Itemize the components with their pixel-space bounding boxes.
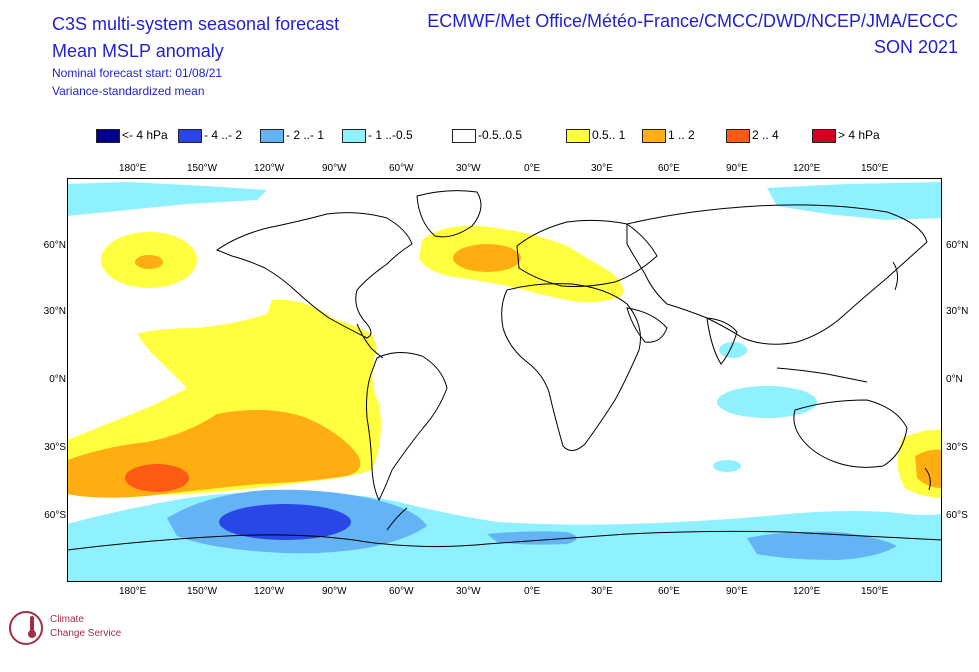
longitude-label: 180°E — [119, 163, 147, 174]
legend-label: - 4 ..- 2 — [204, 128, 243, 142]
longitude-label: 180°E — [119, 586, 147, 597]
indonesia — [776, 367, 868, 383]
longitude-label: 90°W — [322, 586, 347, 597]
anomaly-region-north-pacific-core — [135, 255, 163, 269]
longitude-label: 30°E — [591, 163, 613, 174]
longitude-label: 90°E — [726, 163, 748, 174]
longitude-label: 120°E — [793, 586, 821, 597]
legend-label: - 1 ..-0.5 — [368, 128, 413, 142]
latitude-label: 0°N — [49, 374, 66, 385]
new-zealand — [924, 467, 931, 491]
legend-swatch — [812, 129, 836, 143]
longitude-label: 30°W — [456, 586, 481, 597]
africa — [501, 283, 641, 451]
japan — [892, 261, 899, 291]
anomaly-region-amundsen-core — [219, 504, 351, 540]
legend-swatch — [342, 129, 366, 143]
greenland — [416, 190, 482, 238]
copernicus-logo: Climate Change Service — [8, 606, 121, 657]
legend-label: -0.5..0.5 — [478, 128, 523, 142]
europe — [516, 219, 658, 287]
legend-swatch — [642, 129, 666, 143]
longitude-label: 90°W — [322, 163, 347, 174]
coastlines — [67, 190, 942, 551]
latitude-label: 30°S — [44, 442, 66, 453]
longitude-label: 150°W — [187, 163, 218, 174]
anomaly-shading — [67, 182, 942, 582]
forecast-start-label: Nominal forecast start: 01/08/21 — [52, 66, 223, 80]
anomaly-region-arctic-east — [767, 182, 942, 220]
longitude-label: 90°E — [726, 586, 748, 597]
longitude-label: 30°W — [456, 163, 481, 174]
south-america — [366, 352, 448, 502]
anomaly-region-south-atlantic — [713, 460, 741, 472]
legend-swatch — [566, 129, 590, 143]
longitude-label: 60°W — [389, 586, 414, 597]
legend-swatch — [96, 129, 120, 143]
season-label: SON 2021 — [873, 37, 958, 57]
antarctica — [67, 530, 942, 551]
latitude-label: 30°N — [946, 306, 969, 317]
map-title: C3S multi-system seasonal forecast — [52, 14, 340, 34]
australia — [793, 399, 908, 468]
anomaly-region-south-pacific-core — [125, 464, 189, 492]
latitude-label: 30°S — [946, 442, 968, 453]
anomaly-map — [67, 178, 942, 582]
longitude-label: 0°E — [524, 163, 541, 174]
longitude-label: 120°E — [793, 163, 821, 174]
arabia — [626, 307, 668, 343]
anomaly-region-arctic-west — [67, 182, 267, 216]
logo-line2: Change Service — [50, 628, 122, 639]
anomaly-region-north-atlantic-core — [453, 244, 521, 272]
longitude-label: 150°E — [861, 163, 889, 174]
legend-swatch — [726, 129, 750, 143]
longitude-label: 0°E — [524, 586, 541, 597]
logo-line1: Climate — [50, 614, 84, 625]
legend-label: <- 4 hPa — [122, 128, 168, 142]
map-subtitle: Mean MSLP anomaly — [52, 41, 224, 61]
longitude-label: 120°W — [254, 163, 285, 174]
legend-swatch — [452, 129, 476, 143]
longitude-label: 60°E — [658, 163, 680, 174]
legend-label: 0.5.. 1 — [592, 128, 626, 142]
map-border — [67, 178, 942, 582]
anomaly-region-atlantic-southern — [487, 531, 577, 545]
longitude-label: 60°E — [658, 586, 680, 597]
legend-swatch — [260, 129, 284, 143]
legend-label: - 2 ..- 1 — [286, 128, 325, 142]
latitude-label: 60°S — [44, 510, 66, 521]
longitude-label: 60°W — [389, 163, 414, 174]
anomaly-region-tasman-core — [915, 449, 942, 488]
latitude-label: 0°N — [946, 374, 963, 385]
legend-label: 2 .. 4 — [752, 128, 779, 142]
longitude-label: 150°W — [187, 586, 218, 597]
latitude-label: 30°N — [43, 306, 66, 317]
anomaly-region-bay-bengal — [719, 342, 747, 358]
legend-swatch — [178, 129, 202, 143]
centres-label: ECMWF/Met Office/Météo-France/CMCC/DWD/N… — [427, 11, 958, 31]
latitude-label: 60°N — [43, 240, 66, 251]
latitude-label: 60°S — [946, 510, 968, 521]
longitude-label: 150°E — [861, 586, 889, 597]
north-america — [215, 212, 413, 339]
longitude-label: 120°W — [254, 586, 285, 597]
india — [706, 317, 738, 365]
antarctic-peninsula — [386, 507, 408, 531]
legend-label: > 4 hPa — [838, 128, 880, 142]
central-america — [356, 323, 384, 359]
anomaly-region-north-atlantic — [419, 225, 623, 303]
latitude-label: 60°N — [946, 240, 969, 251]
mean-type-label: Variance-standardized mean — [52, 84, 205, 98]
anomaly-region-indian-ocean — [717, 386, 817, 418]
anomaly-region-indian-southern — [747, 531, 897, 560]
asia — [626, 204, 928, 345]
longitude-label: 30°E — [591, 586, 613, 597]
thermometer-logo-icon — [9, 611, 43, 645]
legend-label: 1 .. 2 — [668, 128, 695, 142]
